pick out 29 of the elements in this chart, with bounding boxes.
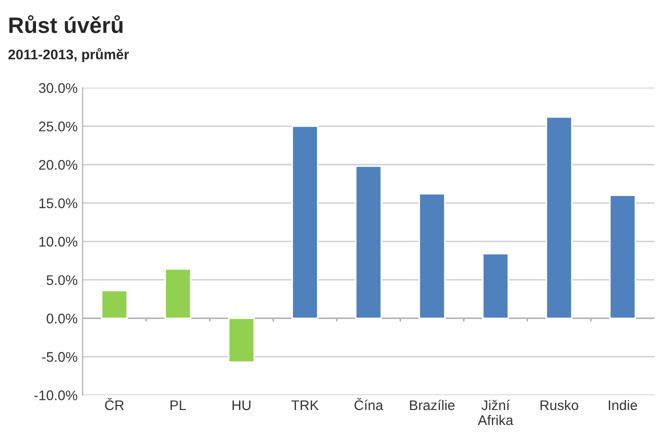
bar bbox=[355, 165, 382, 319]
x-tick-label: Brazílie bbox=[410, 400, 455, 410]
chart-subtitle: 2011-2013, průměr bbox=[8, 48, 129, 62]
x-tick-label: TRK bbox=[291, 400, 319, 410]
bar bbox=[482, 253, 509, 319]
bar bbox=[164, 268, 192, 319]
bar bbox=[418, 193, 446, 319]
x-tick-label: Čína bbox=[354, 398, 384, 410]
y-tick-label: 0.0% bbox=[46, 314, 78, 324]
y-tick-label: -10.0% bbox=[34, 390, 78, 400]
x-tick-label: PL bbox=[170, 400, 186, 410]
y-tick-label: 15.0% bbox=[39, 198, 78, 208]
y-tick-label: 10.0% bbox=[39, 236, 78, 247]
x-tick-label: Jižní Afrika bbox=[478, 400, 514, 426]
bar bbox=[100, 290, 128, 319]
y-tick-label: 25.0% bbox=[39, 122, 78, 132]
bar bbox=[292, 126, 318, 319]
x-tick-label: HU bbox=[232, 400, 250, 410]
bar bbox=[228, 318, 255, 363]
x-tick-label: ČR bbox=[105, 398, 124, 410]
bar bbox=[609, 194, 636, 319]
y-tick-label: -5.0% bbox=[42, 352, 78, 362]
y-tick-label: 5.0% bbox=[46, 275, 78, 286]
x-tick-label: Rusko bbox=[540, 400, 578, 410]
x-tick-label: Indie bbox=[608, 400, 638, 410]
bar bbox=[546, 116, 572, 319]
chart-title: Růst úvěrů bbox=[9, 15, 123, 34]
y-tick-label: 20.0% bbox=[39, 160, 78, 170]
y-tick-label: 30.0% bbox=[38, 83, 78, 93]
